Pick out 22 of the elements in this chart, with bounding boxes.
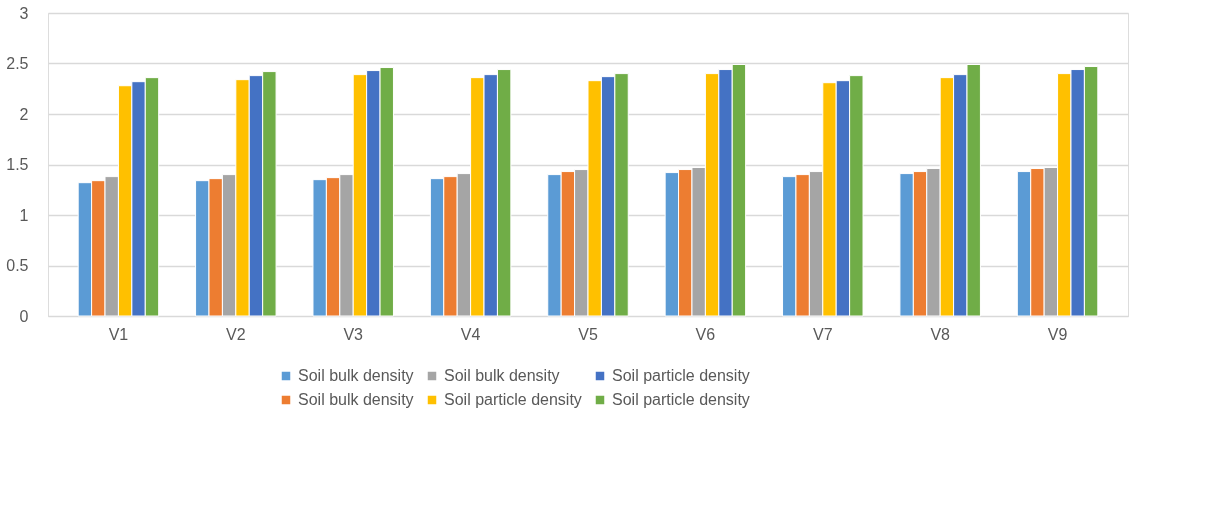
- legend-label: Soil bulk density: [444, 367, 560, 384]
- y-tick-label: 2: [19, 105, 29, 123]
- legend-label: Soil bulk density: [298, 391, 414, 408]
- x-tick-label: V4: [460, 325, 481, 343]
- y-tick-label: 1: [19, 206, 29, 224]
- y-tick-label: 2.5: [6, 55, 29, 72]
- y-tick-label: 0.5: [6, 257, 29, 274]
- x-tick-label: V2: [226, 325, 246, 343]
- legend-label: Soil bulk density: [298, 367, 414, 384]
- x-tick-label: V1: [108, 325, 129, 343]
- y-tick-label: 1.5: [6, 156, 29, 173]
- x-tick-label: V6: [695, 325, 716, 343]
- x-tick-label: V8: [930, 325, 951, 343]
- y-tick-label: 0: [19, 307, 29, 325]
- x-tick-label: V9: [1047, 325, 1068, 343]
- y-tick-label: 3: [19, 4, 29, 22]
- legend-label: Soil particle density: [444, 391, 582, 408]
- legend-label: Soil particle density: [612, 367, 750, 384]
- x-tick-label: V3: [343, 325, 364, 343]
- x-tick-label: V5: [578, 325, 598, 343]
- legend-label: Soil particle density: [612, 391, 750, 408]
- x-tick-label: V7: [812, 325, 833, 343]
